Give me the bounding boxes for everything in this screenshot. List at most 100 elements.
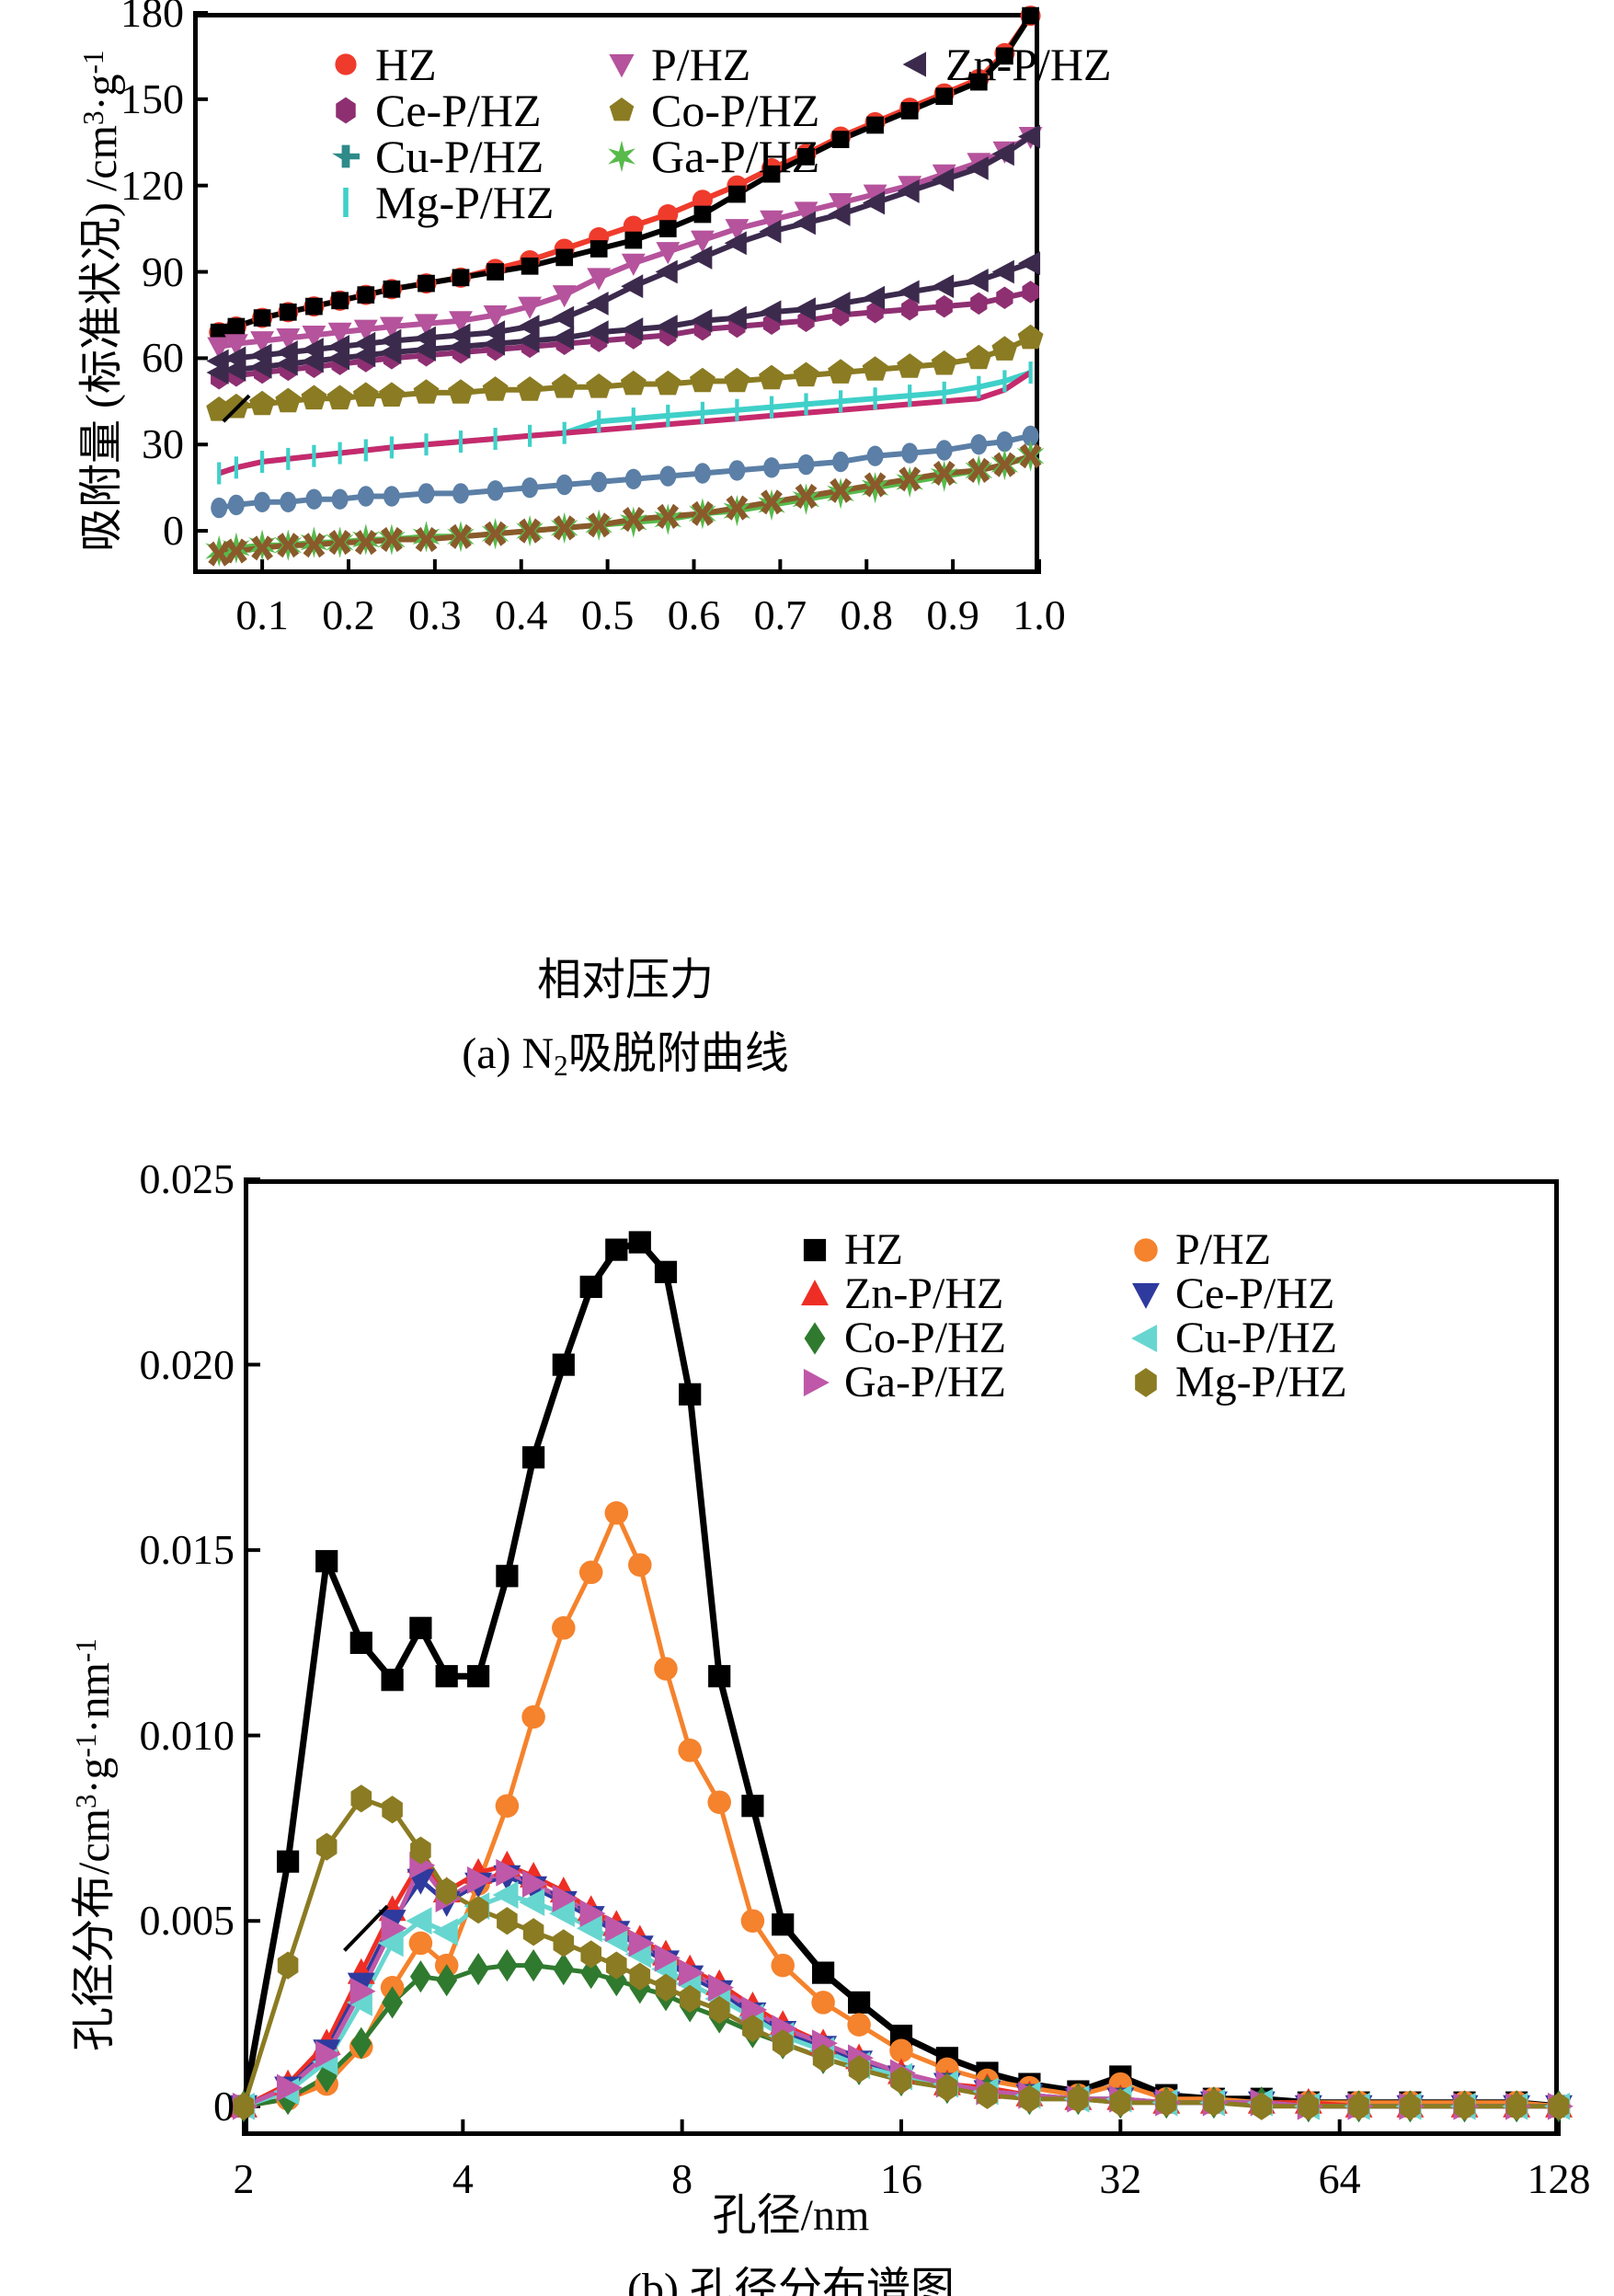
legend-item-zn-p-hz[interactable]: Zn-P/HZ <box>791 1272 1122 1316</box>
data-point <box>742 2014 763 2043</box>
data-point <box>623 215 644 236</box>
data-point <box>728 460 746 481</box>
data-point <box>448 334 471 359</box>
y-tick-label: 180 <box>120 0 184 36</box>
data-point <box>628 1553 652 1577</box>
data-point <box>624 231 643 249</box>
data-point <box>349 1631 372 1654</box>
data-point <box>249 354 272 379</box>
data-point <box>1110 2088 1131 2117</box>
data-point <box>331 292 349 310</box>
caption-a-prefix: (a) N <box>462 1029 555 1078</box>
data-point <box>690 308 713 333</box>
data-point <box>352 382 379 407</box>
y-tick-label: 120 <box>120 161 184 209</box>
data-point <box>866 116 884 134</box>
legend-item-ce-p-hz[interactable]: Ce-P/HZ <box>1122 1272 1453 1316</box>
legend-item-cu-p-hz[interactable]: Cu-P/HZ <box>322 133 598 179</box>
data-point <box>448 379 474 404</box>
legend-a: HZ P/HZ Zn-P/HZ Ce-P/HZ Co-P/HZ Cu-P/HZ Ga-P/H… <box>322 41 1196 225</box>
data-point <box>864 472 887 498</box>
legend-item-p-hz[interactable]: P/HZ <box>598 41 892 87</box>
y-tick-label: 0 <box>163 507 184 555</box>
legend-item-co-p-hz[interactable]: Co-P/HZ <box>791 1316 1122 1360</box>
data-point <box>279 303 297 321</box>
legend-item-mg-p-hz[interactable]: Mg-P/HZ <box>1122 1360 1453 1405</box>
data-point <box>679 1383 702 1406</box>
data-point <box>797 148 815 166</box>
data-point <box>414 314 439 337</box>
data-point <box>518 296 543 319</box>
caption-a-sub: 2 <box>554 1049 568 1082</box>
data-point <box>761 489 783 515</box>
data-point <box>873 387 877 410</box>
data-point <box>383 280 401 298</box>
data-point <box>233 2092 255 2120</box>
data-point <box>223 334 248 357</box>
data-point <box>497 1907 518 1935</box>
data-point <box>812 2044 834 2072</box>
data-point <box>621 253 646 276</box>
legend-label: P/HZ <box>651 39 751 90</box>
data-point <box>966 268 989 293</box>
data-point <box>275 351 298 376</box>
legend-item-ga-p-hz[interactable]: Ga-P/HZ <box>791 1360 1122 1405</box>
legend-item-hz[interactable]: HZ <box>791 1228 1122 1272</box>
y-tick-label: 0.020 <box>139 1340 235 1388</box>
data-point <box>728 185 746 203</box>
legend-label: Zn-P/HZ <box>844 1269 1004 1318</box>
plot-a-canvas <box>193 6 1045 574</box>
data-point <box>548 1900 575 1928</box>
data-point <box>655 315 678 339</box>
data-point <box>409 1616 432 1639</box>
data-point <box>413 338 436 362</box>
y-axis-title-b-text: 孔径分布/cm <box>70 1808 119 2051</box>
data-point <box>935 440 953 461</box>
data-point <box>1068 2084 1089 2113</box>
data-point <box>977 2081 998 2109</box>
legend-item-p-hz[interactable]: P/HZ <box>1122 1228 1453 1272</box>
circle-marker-icon <box>322 43 370 86</box>
legend-item-mg-p-hz[interactable]: Mg-P/HZ <box>322 179 598 225</box>
legend-label: Co-P/HZ <box>844 1314 1007 1362</box>
data-point <box>303 533 326 558</box>
data-point <box>452 483 469 504</box>
data-point <box>828 291 851 316</box>
data-point <box>467 1665 490 1688</box>
data-point <box>1019 443 1042 469</box>
data-point <box>301 349 324 373</box>
data-point <box>277 1850 300 1873</box>
legend-item-co-p-hz[interactable]: Co-P/HZ <box>598 87 892 133</box>
y-axis-title-b-mid: ·g <box>70 1757 119 1795</box>
data-point <box>966 155 989 180</box>
data-point <box>811 1991 835 2015</box>
data-point <box>620 370 647 396</box>
legend-item-ga-p-hz[interactable]: Ga-P/HZ <box>598 133 892 179</box>
data-point <box>312 444 316 467</box>
legend-item-cu-p-hz[interactable]: Cu-P/HZ <box>1122 1316 1453 1360</box>
data-point <box>759 364 784 390</box>
y-tick-label: 0.015 <box>139 1526 235 1574</box>
data-point <box>890 2066 912 2095</box>
x-axis-title-b: 孔径/nm <box>712 2191 870 2240</box>
data-point <box>449 311 473 334</box>
data-point <box>597 410 601 433</box>
data-point <box>693 205 712 224</box>
legend-item-ce-p-hz[interactable]: Ce-P/HZ <box>322 87 598 133</box>
data-point <box>1203 2088 1225 2117</box>
data-point <box>207 337 232 360</box>
data-point <box>724 231 747 256</box>
circle-marker-icon <box>1122 1229 1170 1271</box>
data-point <box>1548 2092 1570 2120</box>
data-point <box>495 1794 520 1818</box>
data-point <box>302 325 326 349</box>
x-tick-label: 4 <box>452 2155 474 2202</box>
x-tick-label: 32 <box>1099 2155 1142 2202</box>
data-point <box>932 274 955 299</box>
legend-item-zn-p-hz[interactable]: Zn-P/HZ <box>892 41 1196 87</box>
data-point <box>629 1962 651 1991</box>
data-point <box>908 385 912 408</box>
data-point <box>654 1260 678 1283</box>
data-point <box>326 385 353 410</box>
legend-item-hz[interactable]: HZ <box>322 41 598 87</box>
